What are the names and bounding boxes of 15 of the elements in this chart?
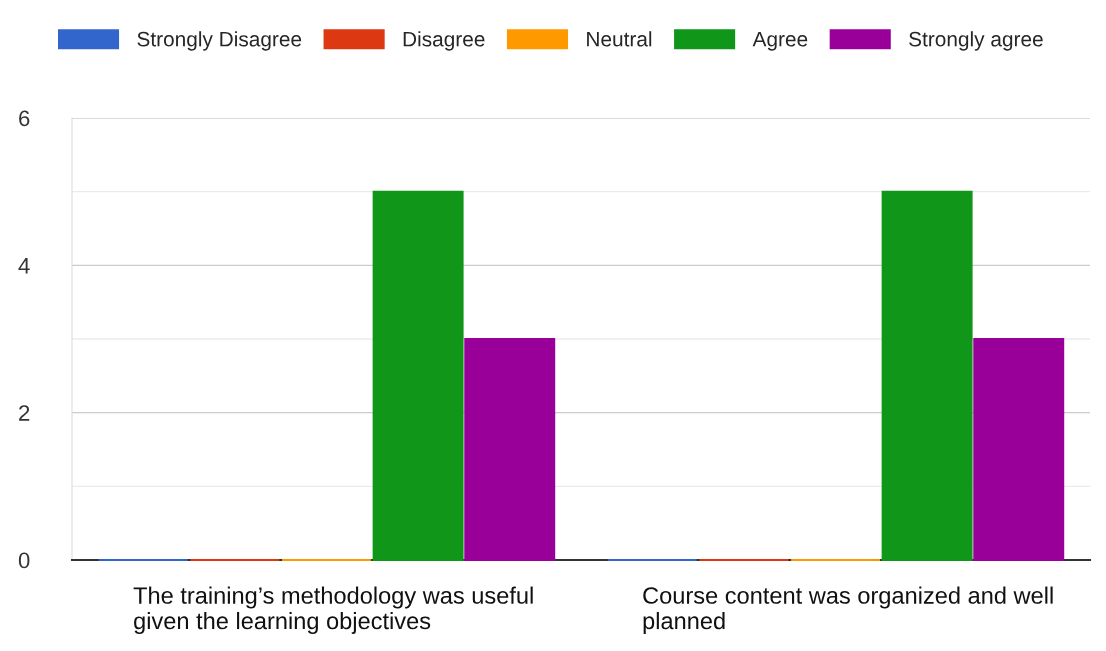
legend-label: Agree (752, 31, 808, 51)
bar (973, 337, 1065, 562)
x-tick-label: The training’s methodology was useful given the learning objectives (133, 586, 533, 634)
x-tick-label: Course content was organized and well planned (643, 586, 1053, 634)
legend-label: Neutral (587, 31, 652, 47)
bar (464, 337, 556, 562)
y-tick-label: 2 (19, 405, 30, 421)
legend-label: Strongly Disagree (137, 31, 302, 51)
y-tick-label: 0 (18, 552, 30, 569)
bar (372, 190, 464, 562)
y-tick-label: 6 (19, 110, 30, 127)
legend-label: Strongly agree (909, 31, 1043, 51)
legend-label: Disagree (403, 31, 485, 51)
y-tick-label: 4 (18, 258, 30, 274)
bar (881, 190, 973, 562)
